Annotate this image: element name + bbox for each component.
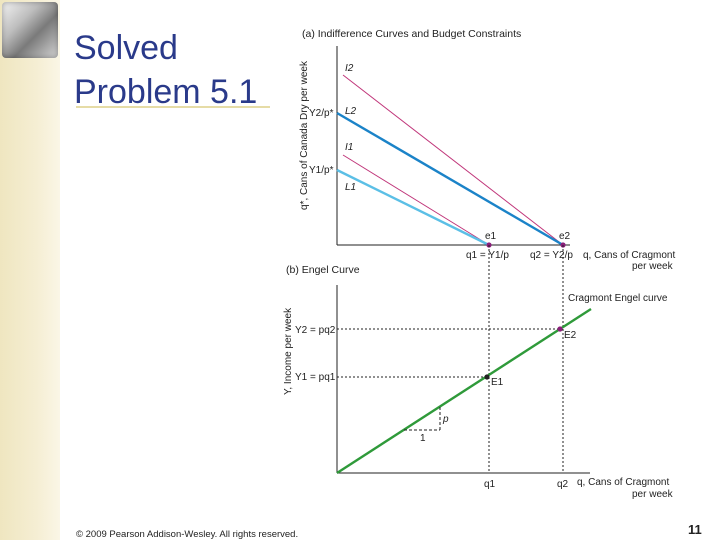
panel-a-x-tick-q2: q2 = Y2/p [530,250,573,261]
slope-run-label: 1 [420,433,426,444]
point-E1 [484,374,490,380]
panel-a-y-axis-label: q*, Cans of Canada Dry per week [299,60,310,210]
label-I2: I2 [345,63,354,74]
indifference-curve-I1 [342,154,490,246]
label-E1: E1 [491,377,504,388]
decorative-sidebar [0,0,60,540]
panel-a-y-tick-lower: Y1/p* [309,165,334,176]
engel-curve [336,307,592,475]
slope-rise-label: p [442,414,449,425]
panel-b-y-tick-lower: Y1 = pq1 [295,372,336,383]
slide-title: Solved Problem 5.1 [74,29,258,111]
label-L2: L2 [345,106,357,117]
panel-b-x-axis-label-2: per week [632,489,674,500]
panel-a-x-axis-label-1: q, Cans of Cragmont [583,250,675,261]
panel-b-y-tick-upper: Y2 = pq2 [295,325,336,336]
point-E2 [557,326,563,332]
copyright-footer: © 2009 Pearson Addison-Wesley. All right… [76,529,299,540]
label-L1: L1 [345,182,356,193]
label-e2: e2 [559,231,571,242]
budget-line-L2 [336,111,564,247]
panel-b-heading: (b) Engel Curve [286,264,360,276]
panel-a-heading: (a) Indifference Curves and Budget Const… [302,28,521,40]
title-underline [76,106,270,108]
engel-curve-label: Cragmont Engel curve [568,293,668,304]
label-I1: I1 [345,142,353,153]
panel-a-x-axis-label-2: per week [632,261,674,272]
indifference-curve-I2 [342,74,564,246]
glass-cube-logo [2,2,58,58]
label-e1: e1 [485,231,497,242]
page-number: 11 [688,522,702,537]
panel-b-x-tick-q2: q2 [557,479,569,490]
panel-a-x-tick-q1: q1 = Y1/p [466,250,509,261]
panel-b-x-tick-q1: q1 [484,479,496,490]
panel-b-y-axis-label: Y, Income per week [283,307,294,395]
label-E2: E2 [564,330,577,341]
panel-a-y-tick-upper: Y2/p* [309,108,334,119]
panel-b-x-axis-label-1: q, Cans of Cragmont [577,477,669,488]
budget-line-L1 [336,168,490,247]
